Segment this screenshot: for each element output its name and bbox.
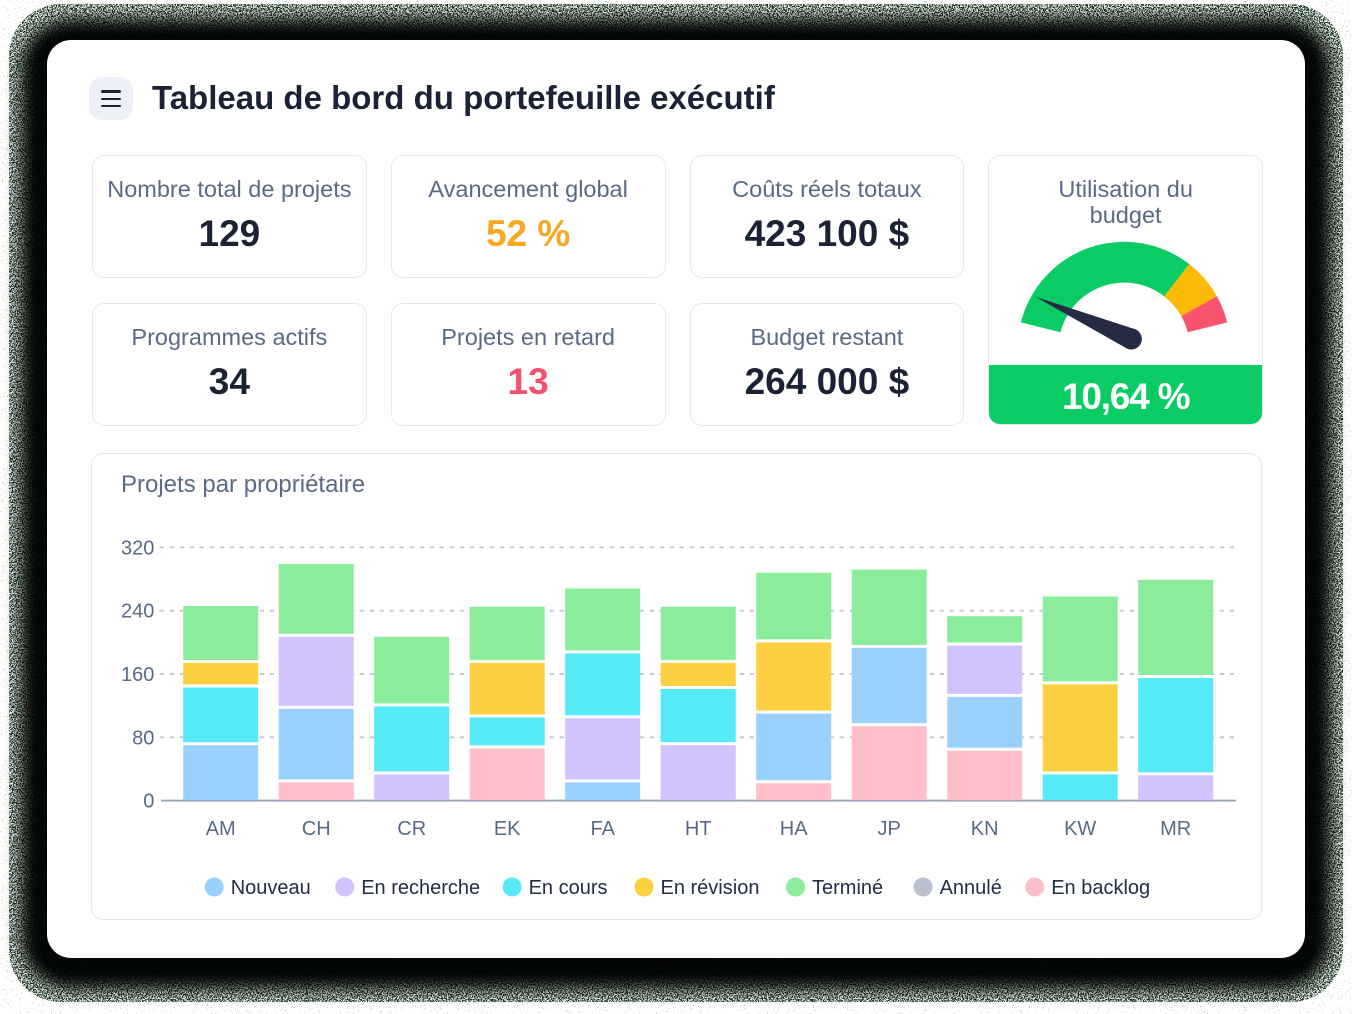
svg-text:KW: KW	[1064, 818, 1096, 840]
svg-text:Terminé: Terminé	[812, 877, 883, 899]
svg-text:HA: HA	[780, 818, 808, 840]
svg-text:En backlog: En backlog	[1051, 877, 1150, 899]
svg-text:320: 320	[121, 537, 154, 559]
svg-text:CR: CR	[397, 818, 426, 840]
svg-text:AM: AM	[206, 818, 236, 840]
svg-text:JP: JP	[878, 818, 901, 840]
svg-text:240: 240	[121, 601, 154, 623]
svg-text:KN: KN	[971, 818, 999, 840]
svg-text:0: 0	[143, 791, 154, 813]
svg-text:EK: EK	[494, 818, 521, 840]
svg-text:FA: FA	[590, 818, 615, 840]
svg-text:En recherche: En recherche	[361, 877, 480, 899]
svg-text:En cours: En cours	[529, 877, 608, 899]
svg-text:CH: CH	[302, 818, 331, 840]
svg-text:Annulé: Annulé	[940, 877, 1002, 899]
svg-text:160: 160	[121, 664, 154, 686]
svg-text:MR: MR	[1160, 818, 1191, 840]
svg-text:Nouveau: Nouveau	[231, 877, 311, 899]
svg-text:En révision: En révision	[661, 877, 760, 899]
svg-text:80: 80	[132, 727, 154, 749]
svg-text:HT: HT	[685, 818, 712, 840]
